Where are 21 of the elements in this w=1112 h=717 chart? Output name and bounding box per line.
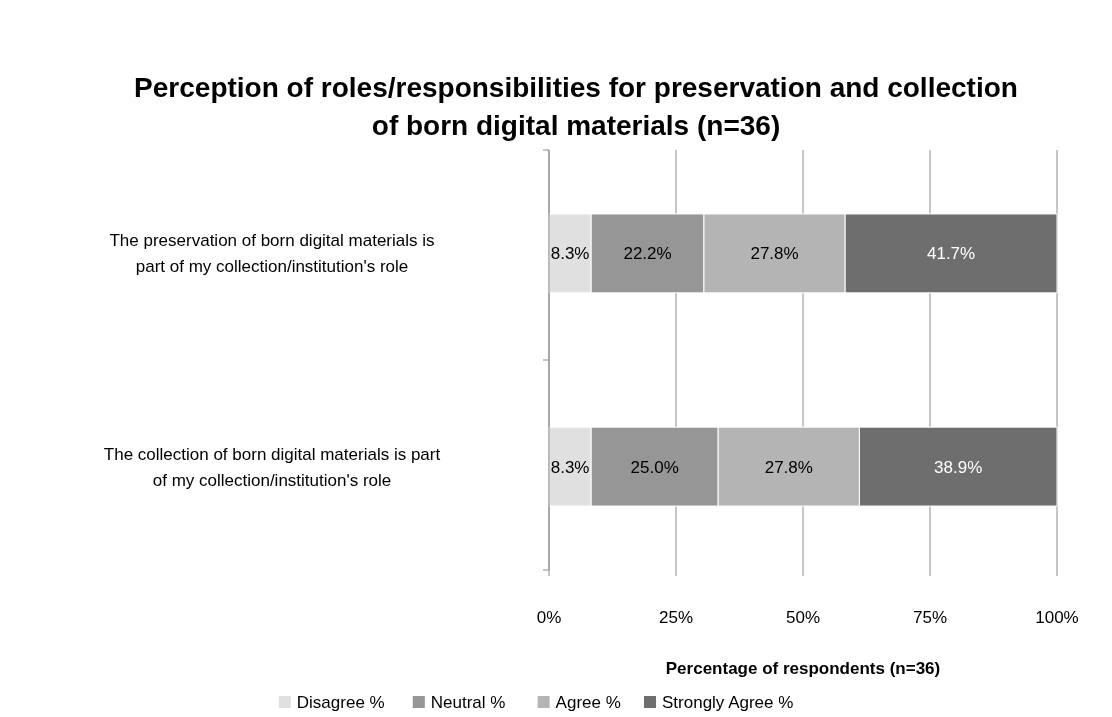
- data-label: 8.3%: [550, 457, 590, 477]
- x-tick-label: 100%: [1035, 608, 1079, 627]
- data-label: 22.2%: [623, 244, 672, 264]
- x-axis-title: Percentage of respondents (n=36): [665, 659, 941, 678]
- legend-label: Disagree %: [296, 693, 385, 712]
- x-tick-label: 75%: [912, 608, 948, 627]
- legend-label: Strongly Agree %: [662, 693, 794, 712]
- data-label: 41.7%: [926, 244, 976, 264]
- data-label: 38.9%: [934, 457, 983, 477]
- x-tick-label: 0%: [536, 608, 562, 627]
- y-tick-label: The preservation of born digital materials is part of my collection/institution's role: [109, 231, 435, 277]
- legend-label: Neutral %: [430, 693, 506, 712]
- legend-label: Agree %: [555, 693, 621, 712]
- data-label: 27.8%: [764, 457, 813, 477]
- data-label: 8.3%: [550, 244, 590, 264]
- x-tick-label: 25%: [658, 608, 694, 627]
- chart-title: Perception of roles/responsibilities for preservation and collection of born digital materials (n=36): [134, 72, 1018, 141]
- data-label: 25.0%: [630, 457, 679, 477]
- x-tick-label: 50%: [785, 608, 821, 627]
- data-label: 27.8%: [750, 244, 799, 264]
- y-tick-label: The collection of born digital materials is part of my collection/institution's role: [103, 444, 441, 490]
